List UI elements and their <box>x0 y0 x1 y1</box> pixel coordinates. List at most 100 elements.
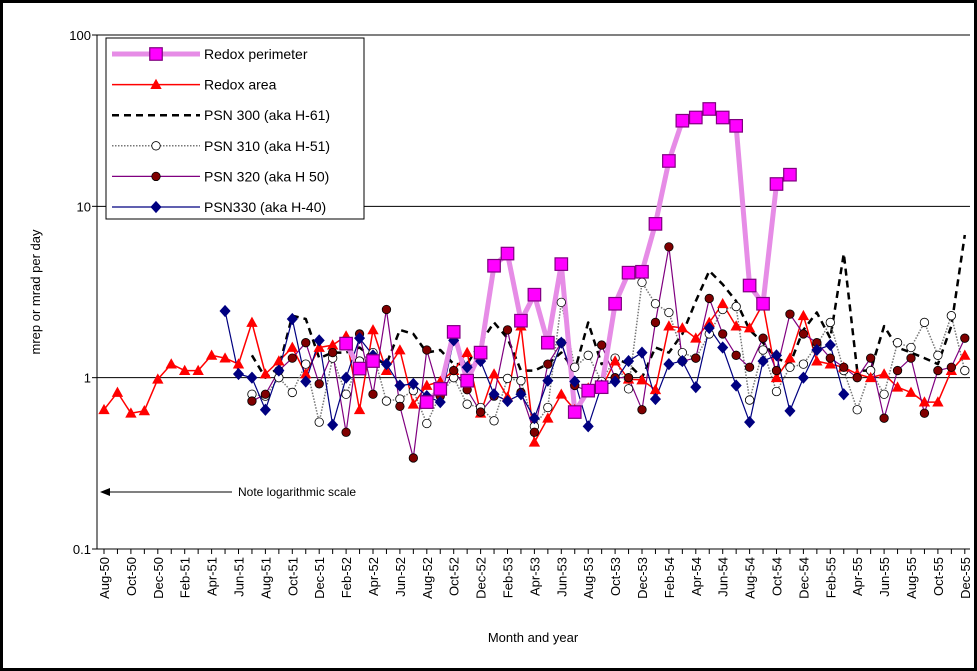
x-tick-label: Feb-54 <box>662 557 677 598</box>
marker-diamond <box>434 396 446 409</box>
marker-circle <box>919 317 930 328</box>
x-tick-label: Aug-52 <box>420 557 435 599</box>
x-tick-label: Jun-54 <box>716 557 731 597</box>
x-tick-label: Aug-54 <box>743 557 758 599</box>
marker-triangle <box>730 320 742 331</box>
marker-circle <box>825 317 835 328</box>
legend-label: PSN 300 (aka H-61) <box>204 107 330 123</box>
marker-circle <box>852 373 862 383</box>
marker-circle <box>650 317 661 328</box>
marker-circle <box>704 293 714 304</box>
marker-square <box>742 278 757 293</box>
marker-diamond <box>273 364 285 377</box>
x-tick-label: Dec-51 <box>312 557 327 599</box>
marker-circle <box>301 338 311 348</box>
marker-triangle <box>152 373 164 384</box>
marker-triangle <box>150 78 162 89</box>
x-tick-label: Feb-53 <box>501 557 516 598</box>
marker-square <box>648 217 663 231</box>
marker-diamond <box>609 375 621 388</box>
marker-square <box>446 325 461 339</box>
marker-circle <box>718 329 728 339</box>
marker-circle <box>798 329 809 339</box>
marker-circle <box>919 408 930 418</box>
marker-circle <box>516 376 526 386</box>
marker-circle <box>381 304 392 315</box>
marker-circle <box>892 365 903 376</box>
marker-triangle <box>609 355 621 366</box>
marker-circle <box>637 277 647 288</box>
marker-diamond <box>219 304 231 318</box>
legend-label: PSN 320 (aka H 50) <box>204 168 329 184</box>
legend-label: Redox area <box>204 77 277 93</box>
x-tick-label: Jun-52 <box>393 557 408 597</box>
legend-entries: Redox perimeter Redox area PSN 300 (aka H-… <box>112 46 330 215</box>
marker-diamond <box>744 416 756 429</box>
marker-triangle <box>98 403 110 415</box>
y-tick-label: 10 <box>77 199 91 214</box>
marker-square <box>540 335 555 350</box>
x-tick-label: Apr-54 <box>689 557 704 596</box>
marker-diamond <box>569 375 581 388</box>
marker-triangle <box>165 358 177 369</box>
marker-triangle <box>636 374 648 385</box>
marker-triangle <box>205 349 218 360</box>
marker-circle <box>543 402 553 413</box>
marker-triangle <box>864 371 877 383</box>
marker-diamond <box>757 354 769 368</box>
marker-triangle <box>770 371 783 383</box>
marker-diamond <box>555 336 567 349</box>
marker-circle <box>151 171 161 182</box>
marker-square <box>366 354 380 368</box>
marker-diamond <box>649 392 661 406</box>
marker-circle <box>771 386 782 397</box>
marker-circle <box>664 307 674 318</box>
marker-triangle <box>528 436 541 447</box>
marker-diamond <box>150 200 162 214</box>
marker-triangle <box>246 316 258 327</box>
marker-triangle <box>259 368 272 379</box>
marker-circle <box>691 353 701 363</box>
x-tick-label: Aug-50 <box>97 557 112 599</box>
marker-triangle <box>891 381 904 392</box>
x-axis-title: Month and year <box>488 630 579 645</box>
marker-diamond <box>824 338 836 352</box>
marker-circle <box>798 359 809 369</box>
marker-triangle <box>797 309 810 321</box>
marker-square <box>729 118 744 133</box>
marker-triangle <box>394 344 406 355</box>
marker-circle <box>462 399 472 409</box>
marker-circle <box>449 365 459 376</box>
marker-circle <box>946 362 956 372</box>
marker-circle <box>892 338 903 348</box>
marker-circle <box>906 342 916 353</box>
marker-triangle <box>717 297 729 309</box>
marker-circle <box>502 373 513 384</box>
marker-square <box>352 361 367 376</box>
marker-diamond <box>501 394 514 408</box>
marker-circle <box>623 373 634 383</box>
marker-triangle <box>125 407 137 418</box>
marker-square <box>635 264 649 279</box>
marker-circle <box>946 311 956 321</box>
x-tick-label: Oct-52 <box>447 557 462 596</box>
plot <box>98 102 971 463</box>
y-tick-label: 0.1 <box>73 542 91 557</box>
marker-circle <box>758 333 768 343</box>
x-tick-label: Aug-51 <box>258 557 273 599</box>
marker-circle <box>368 389 378 399</box>
x-tick-label: Dec-55 <box>958 557 973 599</box>
marker-square <box>473 345 488 360</box>
marker-diamond <box>770 349 783 362</box>
marker-diamond <box>407 377 419 390</box>
x-tick-label: Dec-50 <box>151 557 166 599</box>
marker-triangle <box>407 398 420 409</box>
marker-diamond <box>797 371 809 384</box>
marker-diamond <box>663 358 675 371</box>
marker-circle <box>151 141 161 151</box>
marker-diamond <box>676 354 688 368</box>
marker-diamond <box>380 358 392 371</box>
marker-diamond <box>394 379 406 392</box>
